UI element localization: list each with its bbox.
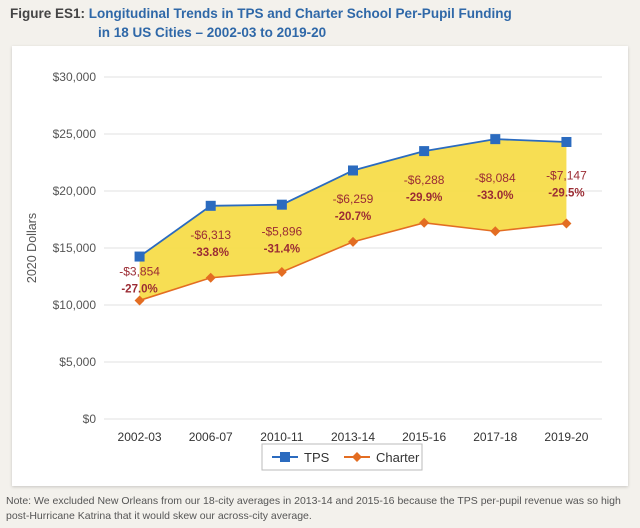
x-tick-label: 2010-11 xyxy=(260,430,303,444)
legend-tps-label: TPS xyxy=(304,450,330,465)
figure-title-line2: in 18 US Cities – 2002-03 to 2019-20 xyxy=(98,25,327,40)
gap-amount-label: -$8,084 xyxy=(475,171,516,185)
gap-amount-label: -$5,896 xyxy=(262,224,303,238)
charter-point xyxy=(419,217,430,228)
gap-amount-label: -$6,259 xyxy=(333,192,374,206)
chart-panel xyxy=(12,46,628,486)
gap-amount-label: -$6,288 xyxy=(404,173,445,187)
gap-percent-label: -27.0% xyxy=(121,283,157,295)
charter-point xyxy=(205,272,216,283)
charter-point xyxy=(348,236,358,247)
y-tick-label: $5,000 xyxy=(59,355,96,369)
y-axis-label: 2020 Dollars xyxy=(25,213,39,283)
x-tick-label: 2015-16 xyxy=(402,430,446,444)
gap-amount-label: -$7,147 xyxy=(546,169,587,183)
gap-percent-label: -33.8% xyxy=(192,247,228,259)
x-tick-label: 2017-18 xyxy=(473,430,517,444)
gap-percent-label: -20.7% xyxy=(335,211,371,223)
tps-point xyxy=(419,146,430,157)
legend-tps-marker xyxy=(280,452,290,462)
tps-point xyxy=(134,251,145,262)
gap-percent-label: -31.4% xyxy=(264,243,300,255)
x-tick-label: 2019-20 xyxy=(544,430,588,444)
x-tick-label: 2013-14 xyxy=(331,430,375,444)
y-tick-label: $20,000 xyxy=(53,184,97,198)
x-tick-label: 2006-07 xyxy=(189,430,233,444)
footnote: Note: We excluded New Orleans from our 1… xyxy=(6,495,621,522)
y-tick-label: $0 xyxy=(83,412,97,426)
y-tick-label: $10,000 xyxy=(53,298,97,312)
charter-point xyxy=(276,266,287,277)
figure-title-line1: Longitudinal Trends in TPS and Charter S… xyxy=(88,6,512,21)
gap-percent-label: -33.0% xyxy=(477,190,513,202)
tps-point xyxy=(276,199,287,210)
gap-area xyxy=(139,139,567,301)
y-tick-label: $25,000 xyxy=(53,127,97,141)
tps-point xyxy=(205,200,216,211)
gap-percent-label: -29.9% xyxy=(406,192,442,204)
tps-point xyxy=(561,136,572,147)
y-tick-label: $15,000 xyxy=(53,241,97,255)
figure-title: Figure ES1: Longitudinal Trends in TPS a… xyxy=(10,4,630,42)
tps-point xyxy=(490,134,501,145)
charter-point xyxy=(134,295,145,306)
gap-percent-label: -29.5% xyxy=(548,188,584,200)
legend-charter-label: Charter xyxy=(376,450,420,465)
figure-label: Figure ES1: xyxy=(10,6,86,21)
charter-point xyxy=(561,218,572,229)
funding-trend-chart: $0 $5,000 $10,000 $15,000 $20,000 $25,000 $30,… xyxy=(25,70,602,471)
gap-amount-label: -$6,313 xyxy=(190,228,231,242)
tps-point xyxy=(348,165,358,176)
x-tick-label: 2002-03 xyxy=(118,430,162,444)
gap-amount-label: -$3,854 xyxy=(119,264,160,278)
charter-point xyxy=(490,226,501,237)
legend-charter-marker xyxy=(352,452,362,462)
y-tick-label: $30,000 xyxy=(53,70,97,84)
